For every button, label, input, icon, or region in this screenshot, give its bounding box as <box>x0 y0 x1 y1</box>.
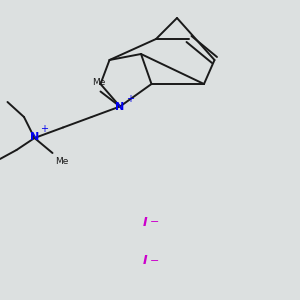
Text: N: N <box>30 132 39 142</box>
Text: Me: Me <box>92 78 106 87</box>
Text: Me: Me <box>55 158 68 166</box>
Text: −: − <box>150 217 159 227</box>
Text: −: − <box>150 256 159 266</box>
Text: +: + <box>40 124 49 134</box>
Text: +: + <box>126 94 134 103</box>
Text: N: N <box>116 101 124 112</box>
Text: I: I <box>142 215 147 229</box>
Text: I: I <box>142 254 147 268</box>
